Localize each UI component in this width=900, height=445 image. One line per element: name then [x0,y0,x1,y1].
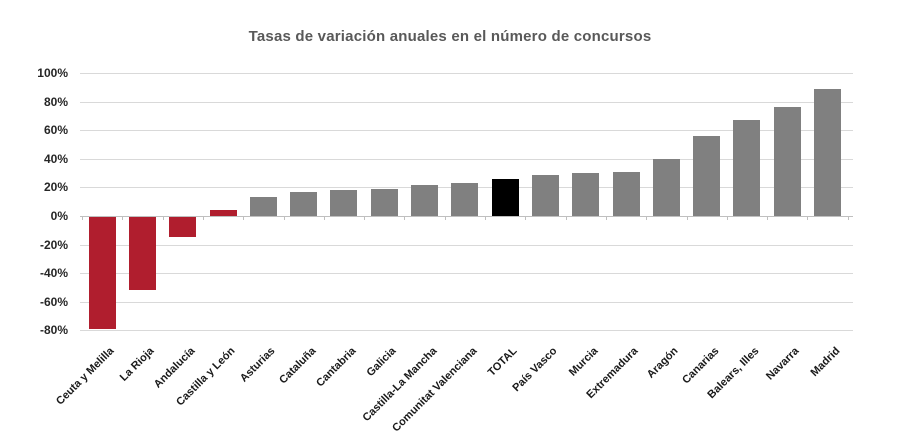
axis-tick-mark [82,216,83,220]
y-axis-tick-label: 0% [50,209,68,223]
y-axis-tick-label: 100% [37,66,68,80]
bar-castilla-y-le-n [209,210,237,216]
axis-tick-mark [364,216,366,220]
gridline [80,273,853,275]
y-axis-tick-label: 80% [43,94,68,109]
bar-castilla-la-mancha [411,184,439,216]
y-axis-tick-label: -40% [39,266,68,281]
axis-tick-mark [646,216,648,220]
bar-arag-n [652,158,680,216]
bar-ceuta-y-melilla [88,217,116,329]
axis-tick-mark [122,216,124,220]
bar-madrid [814,88,842,216]
gridline [80,73,853,74]
gridline [80,101,853,103]
axis-tick-mark [243,216,245,220]
bar-navarra [773,107,801,216]
axis-tick-mark [162,216,164,220]
axis-tick-mark [767,216,769,220]
bar-andaluc-a [169,217,197,238]
axis-tick-mark [807,216,809,220]
axis-tick-mark [485,216,486,220]
y-axis-tick-label: 60% [43,123,68,138]
axis-tick-mark [323,216,325,220]
bar-catalu-a [290,191,318,216]
axis-tick-mark [283,216,285,220]
bar-murcia [572,173,600,216]
axis-tick-mark [686,216,688,220]
y-axis-tick-label: -20% [39,237,68,252]
gridline [80,158,853,160]
axis-tick-mark [847,216,849,220]
chart-title: Tasas de variación anuales en el número … [248,28,652,45]
bar-total [491,178,519,216]
bar-canarias [693,135,721,216]
bar-balears-illes [733,120,761,216]
axis-tick-mark [605,216,607,220]
gridline [80,130,853,132]
bar-extremadura [612,171,640,216]
axis-tick-mark [565,216,567,220]
axis-tick-mark [202,216,204,220]
bar-cantabria [330,190,358,216]
axis-tick-mark [444,216,446,220]
y-axis-tick-label: -80% [39,323,68,338]
y-axis-tick-label: -60% [39,294,68,309]
gridline [80,244,853,246]
axis-tick-mark [404,216,406,220]
bar-la-rioja [128,217,156,290]
gridline [80,301,853,303]
axis-tick-mark [726,216,728,220]
bar-galicia [370,188,398,216]
y-axis-tick-label: 40% [43,151,68,166]
gridline [80,330,853,332]
bar-comunitat-valenciana [451,183,479,216]
bar-asturias [249,197,277,216]
bar-pa-s-vasco [531,174,559,216]
axis-tick-mark [525,216,527,220]
y-axis-tick-label: 20% [43,180,68,195]
x-axis-line [80,216,853,217]
